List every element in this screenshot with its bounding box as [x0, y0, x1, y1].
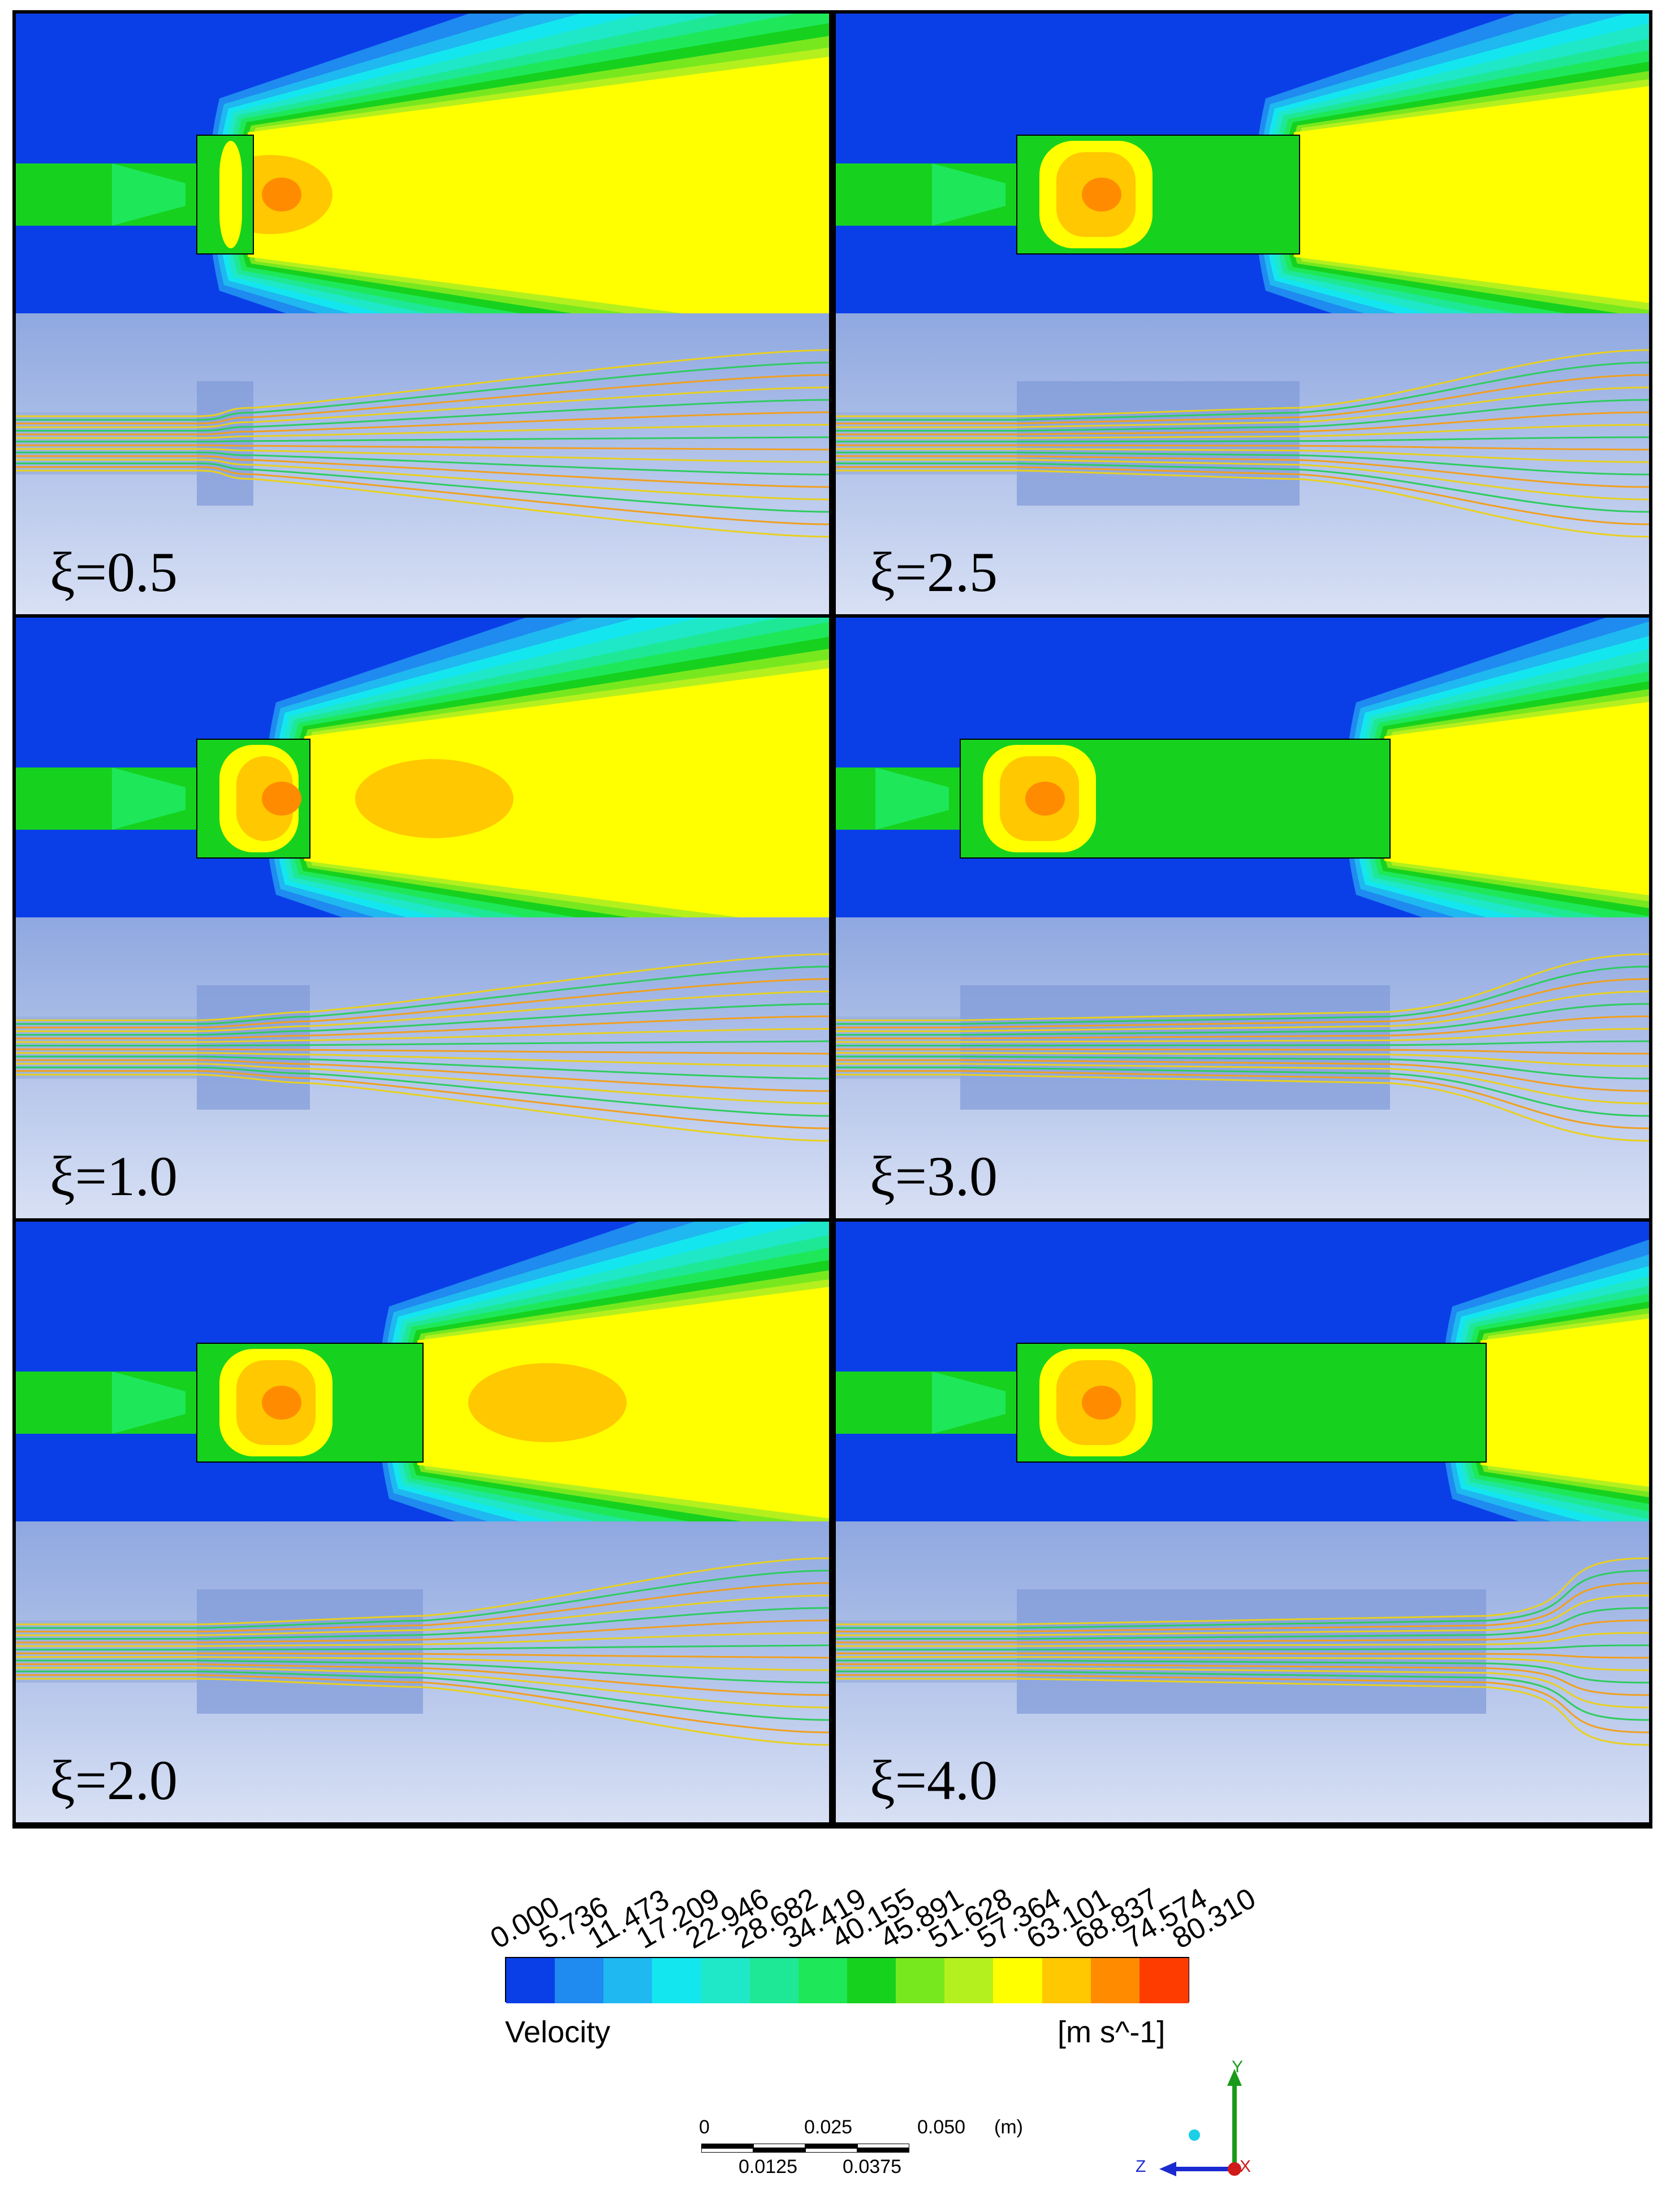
panel-3: ξ=1.0	[16, 618, 829, 1218]
velocity-contour-and-streamlines	[836, 14, 1649, 614]
velocity-contour-and-streamlines	[836, 618, 1649, 1218]
panel-2: ξ=2.5	[836, 14, 1649, 614]
colorbar-unit-label: [m s^-1]	[1058, 2015, 1166, 2049]
colorbar-variable-label: Velocity	[505, 2015, 611, 2049]
axis-y-label: Y	[1232, 2058, 1244, 2076]
xi-label: ξ=0.5	[50, 541, 178, 603]
velocity-contour-and-streamlines	[16, 1222, 829, 1822]
xi-label: ξ=2.0	[50, 1749, 178, 1812]
colorbar-cell	[798, 1958, 848, 2003]
colorbar-cell	[701, 1958, 750, 2003]
colorbar-cell	[847, 1958, 897, 2003]
colorbar-cell	[1042, 1958, 1091, 2003]
panel-5: ξ=2.0	[16, 1222, 829, 1822]
colorbar-cell	[749, 1958, 799, 2003]
xi-label: ξ=1.0	[50, 1145, 178, 1208]
scale-bar-label-0025: 0.025	[804, 2116, 853, 2138]
axis-z-label: Z	[1136, 2157, 1146, 2176]
colorbar-cell	[1090, 1958, 1140, 2003]
scale-bar-unit: (m)	[994, 2116, 1023, 2138]
velocity-contour-and-streamlines	[16, 14, 829, 614]
colorbar-cell	[506, 1958, 556, 2003]
colorbar-cell	[1139, 1958, 1189, 2003]
colorbar-cell	[603, 1958, 653, 2003]
colorbar-cell	[993, 1958, 1043, 2003]
xi-label: ξ=3.0	[870, 1145, 998, 1208]
xi-label: ξ=4.0	[870, 1749, 998, 1812]
scale-bar-label-0: 0	[699, 2116, 710, 2138]
scale-bar	[701, 2144, 910, 2153]
velocity-contour-and-streamlines	[16, 618, 829, 1218]
legend-area: 0.000 5.736 11.473 17.209 22.946 28.682 34.419…	[0, 1827, 1666, 2212]
panel-1: ξ=0.5	[16, 14, 829, 614]
axis-x-label: X	[1240, 2157, 1251, 2176]
colorbar-cell	[944, 1958, 994, 2003]
scale-bar-label-00125: 0.0125	[739, 2156, 797, 2177]
scale-bar-label-00375: 0.0375	[843, 2156, 901, 2177]
axes-triad-icon	[1159, 2069, 1242, 2176]
panel-4: ξ=3.0	[836, 618, 1649, 1218]
scale-bar-label-0050: 0.050	[917, 2116, 966, 2138]
velocity-contour-and-streamlines	[836, 1222, 1649, 1822]
colorbar-cell	[652, 1958, 702, 2003]
panel-6: ξ=4.0	[836, 1222, 1649, 1822]
xi-label: ξ=2.5	[870, 541, 998, 603]
colorbar	[505, 1957, 1189, 2003]
colorbar-cell	[896, 1958, 946, 2003]
colorbar-cell	[555, 1958, 605, 2003]
